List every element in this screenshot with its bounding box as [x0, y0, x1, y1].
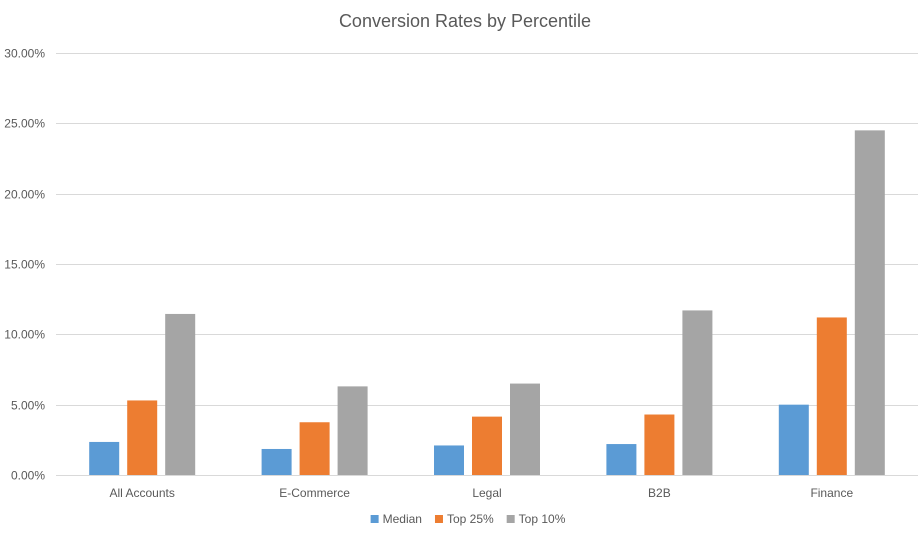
bars — [89, 130, 885, 475]
x-tick-label: Finance — [810, 486, 853, 500]
y-tick-label: 10.00% — [4, 328, 45, 342]
bar-top-10-e-commerce — [337, 386, 368, 475]
x-tick-label: All Accounts — [110, 486, 175, 500]
bar-top-25-e-commerce — [299, 422, 330, 475]
bar-median-legal — [434, 445, 464, 475]
legend-swatch — [370, 515, 379, 523]
bar-top-25-b2b — [644, 414, 675, 475]
legend-swatch — [506, 515, 515, 523]
legend-label: Median — [383, 512, 422, 526]
y-tick-label: 30.00% — [4, 47, 45, 61]
bar-top-25-finance — [816, 317, 847, 475]
legend-swatch — [434, 515, 443, 523]
x-axis-ticks: All Accounts E-Commerce Legal B2B Finance — [110, 486, 854, 500]
y-tick-label: 5.00% — [11, 399, 45, 413]
legend-label: Top 10% — [519, 512, 566, 526]
bar-top-10-all-accounts — [165, 313, 196, 475]
bar-median-finance — [778, 404, 809, 475]
legend: Median Top 25% Top 10% — [370, 512, 566, 526]
x-tick-label: Legal — [472, 486, 501, 500]
bar-median-e-commerce — [261, 448, 292, 475]
y-tick-label: 25.00% — [4, 117, 45, 131]
bar-top-25-legal — [472, 416, 502, 475]
bar-top-10-finance — [854, 130, 885, 475]
y-tick-label: 20.00% — [4, 188, 45, 202]
gridlines — [56, 53, 918, 476]
bar-median-all-accounts — [89, 441, 120, 475]
bar-median-b2b — [606, 444, 637, 475]
bar-top-10-legal — [510, 383, 540, 475]
chart-title: Conversion Rates by Percentile — [339, 11, 591, 31]
x-tick-label: E-Commerce — [279, 486, 350, 500]
bar-top-25-all-accounts — [127, 400, 158, 475]
y-tick-label: 0.00% — [11, 469, 45, 483]
x-tick-label: B2B — [648, 486, 671, 500]
y-axis-ticks: 0.00% 5.00% 10.00% 15.00% 20.00% 25.00% 30.00% — [4, 47, 45, 483]
bar-top-10-b2b — [682, 310, 713, 475]
y-tick-label: 15.00% — [4, 258, 45, 272]
legend-label: Top 25% — [447, 512, 494, 526]
